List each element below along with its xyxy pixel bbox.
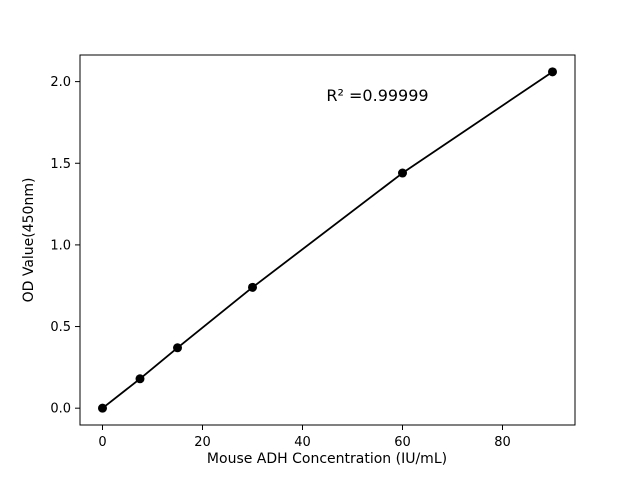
plot-border bbox=[79, 54, 576, 426]
series-line bbox=[101, 71, 554, 409]
y-tick-label: 0.5 bbox=[50, 320, 71, 335]
y-tick-label: 1.0 bbox=[50, 238, 71, 253]
data-point bbox=[398, 168, 407, 178]
data-point bbox=[135, 374, 145, 384]
data-point bbox=[548, 67, 557, 77]
x-tick-label: 20 bbox=[194, 435, 211, 450]
x-tick-label: 60 bbox=[394, 435, 411, 450]
plot-area: 0 20 40 60 80 0.0 0.5 1.0 1.5 2.0 bbox=[50, 54, 576, 450]
y-tick-label: 2.0 bbox=[50, 75, 71, 90]
x-tick-label: 40 bbox=[294, 435, 311, 450]
y-tick-label: 0.0 bbox=[50, 402, 71, 417]
r-squared-annotation: R² =0.99999 bbox=[326, 86, 428, 105]
data-point bbox=[248, 282, 257, 292]
x-tick-label: 0 bbox=[98, 435, 106, 450]
data-point bbox=[98, 403, 107, 413]
data-point bbox=[173, 343, 182, 353]
x-tick-label: 80 bbox=[494, 435, 511, 450]
y-tick-label: 1.5 bbox=[50, 157, 71, 172]
x-axis-label: Mouse ADH Concentration (IU/mL) bbox=[207, 451, 447, 467]
y-axis-label: OD Value(450nm) bbox=[21, 178, 37, 303]
